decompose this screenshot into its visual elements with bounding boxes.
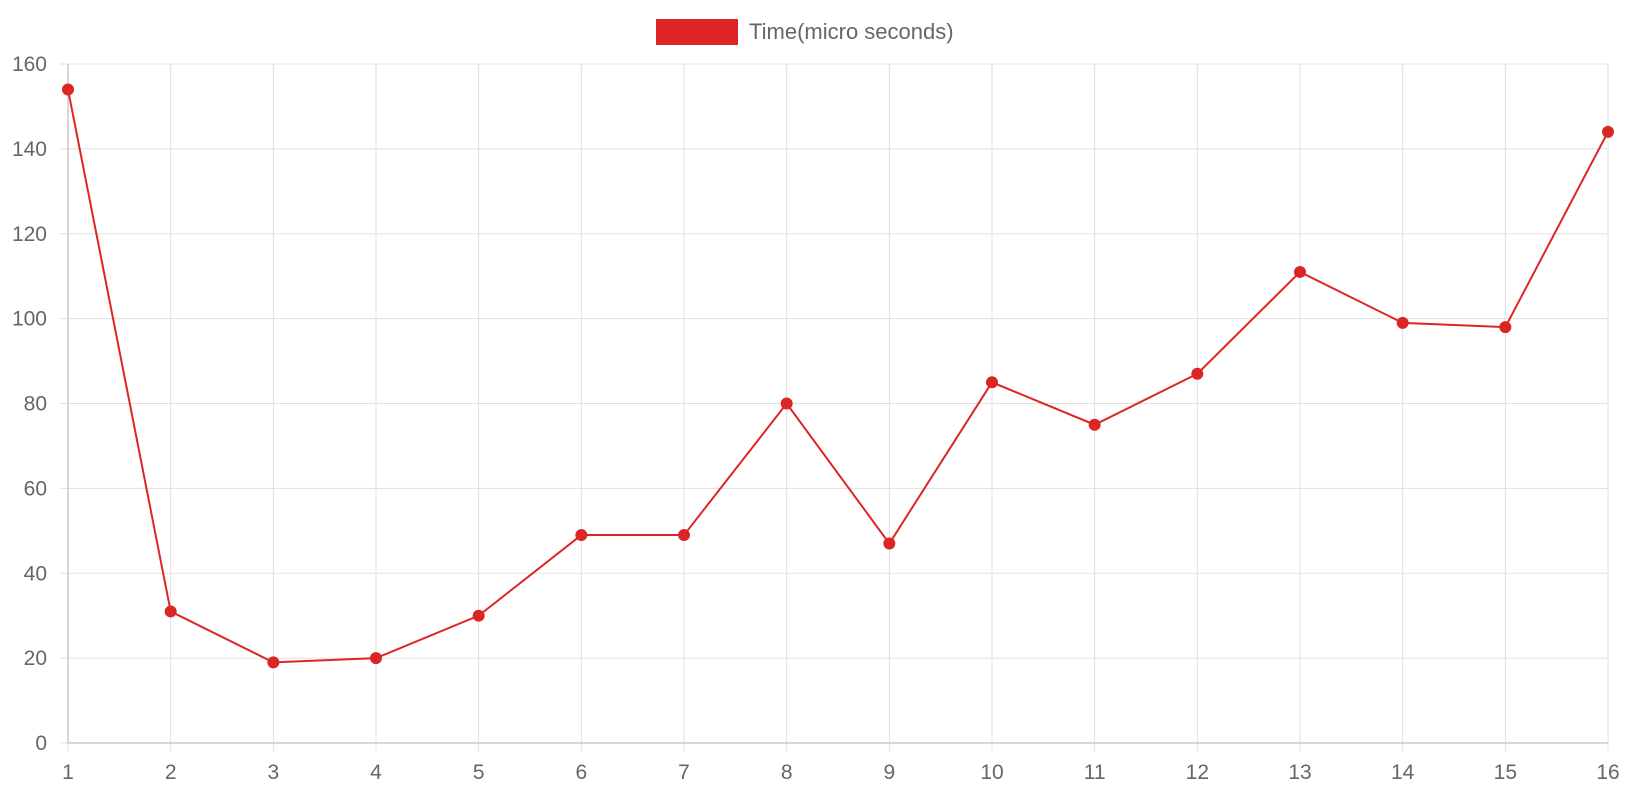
y-tick-label: 40 — [24, 562, 47, 585]
x-tick-label: 1 — [62, 761, 74, 784]
data-point[interactable] — [1088, 418, 1101, 431]
series-line — [67, 89, 1609, 664]
y-tick-label: 80 — [24, 393, 47, 416]
x-tick-label: 8 — [781, 761, 793, 784]
x-tick-label: 16 — [1596, 761, 1619, 784]
data-point[interactable] — [370, 652, 382, 665]
x-tick-label: 6 — [575, 761, 587, 784]
y-tick-label: 120 — [12, 223, 47, 246]
legend-label: Time(micro seconds) — [749, 19, 954, 44]
data-point[interactable] — [1602, 125, 1614, 138]
data-point[interactable] — [986, 376, 998, 389]
x-tick-label: 12 — [1186, 761, 1209, 784]
y-tick-label: 100 — [12, 308, 47, 331]
x-tick-label: 2 — [165, 761, 177, 784]
x-tick-label: 13 — [1288, 761, 1311, 784]
data-point[interactable] — [1294, 265, 1306, 278]
data-point[interactable] — [62, 83, 74, 96]
series-group — [62, 83, 1614, 669]
x-tick-label: 11 — [1084, 761, 1106, 784]
y-tick-labels: 0 20 40 60 80 100 120 140 160 — [12, 53, 47, 755]
y-tick-label: 60 — [24, 477, 47, 500]
x-tick-label: 9 — [883, 761, 895, 784]
data-point[interactable] — [1499, 321, 1512, 334]
data-point[interactable] — [164, 605, 177, 618]
legend[interactable]: Time(micro seconds) — [656, 19, 954, 45]
legend-swatch — [656, 19, 738, 45]
data-point[interactable] — [780, 397, 793, 410]
data-point[interactable] — [267, 656, 280, 669]
x-tick-labels: 1 2 3 4 5 6 7 8 9 10 11 12 13 14 15 16 — [62, 761, 1620, 784]
axes — [67, 64, 1608, 744]
y-tick-label: 140 — [12, 138, 47, 161]
x-tick-label: 3 — [267, 761, 279, 784]
x-tick-label: 10 — [980, 761, 1003, 784]
data-point[interactable] — [575, 529, 588, 542]
x-tick-label: 4 — [370, 761, 382, 784]
grid — [60, 63, 1609, 751]
data-point[interactable] — [1191, 367, 1204, 380]
y-tick-label: 0 — [35, 732, 47, 755]
data-point[interactable] — [472, 609, 485, 622]
data-point[interactable] — [883, 537, 896, 550]
x-tick-label: 15 — [1494, 761, 1517, 784]
data-point[interactable] — [678, 529, 690, 542]
y-tick-label: 160 — [12, 53, 47, 76]
x-tick-label: 5 — [473, 761, 485, 784]
x-tick-label: 14 — [1391, 761, 1415, 784]
y-tick-label: 20 — [24, 647, 47, 670]
data-point[interactable] — [1396, 316, 1409, 329]
x-tick-label: 7 — [678, 761, 690, 784]
